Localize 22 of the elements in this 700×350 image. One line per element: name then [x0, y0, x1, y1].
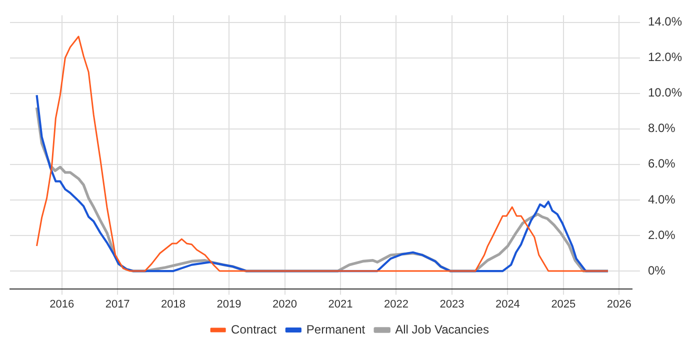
y-tick-label: 4.0% — [648, 192, 676, 206]
legend-label: All Job Vacancies — [395, 322, 489, 336]
y-tick-label: 0% — [648, 263, 666, 278]
legend-label: Permanent — [306, 322, 366, 336]
y-tick-label: 8.0% — [648, 121, 676, 136]
x-tick-label: 2016 — [50, 298, 74, 310]
x-tick-label: 2020 — [272, 298, 298, 310]
y-tick-label: 2.0% — [648, 228, 676, 242]
legend-label: Contract — [231, 322, 278, 336]
x-tick-label: 2019 — [216, 298, 242, 310]
y-tick-label: 12.0% — [648, 50, 682, 64]
x-tick-label: 2017 — [105, 298, 130, 310]
x-tick-label: 2026 — [606, 298, 632, 310]
y-tick-label: 14.0% — [648, 14, 682, 29]
x-tick-label: 2025 — [551, 298, 576, 310]
x-tick-label: 2023 — [440, 298, 464, 310]
x-tick-label: 2021 — [328, 298, 353, 310]
y-tick-label: 6.0% — [648, 156, 676, 171]
x-tick-label: 2018 — [161, 298, 186, 310]
x-tick-label: 2022 — [384, 298, 408, 310]
x-tick-label: 2024 — [495, 298, 520, 310]
y-tick-label: 10.0% — [648, 86, 682, 100]
